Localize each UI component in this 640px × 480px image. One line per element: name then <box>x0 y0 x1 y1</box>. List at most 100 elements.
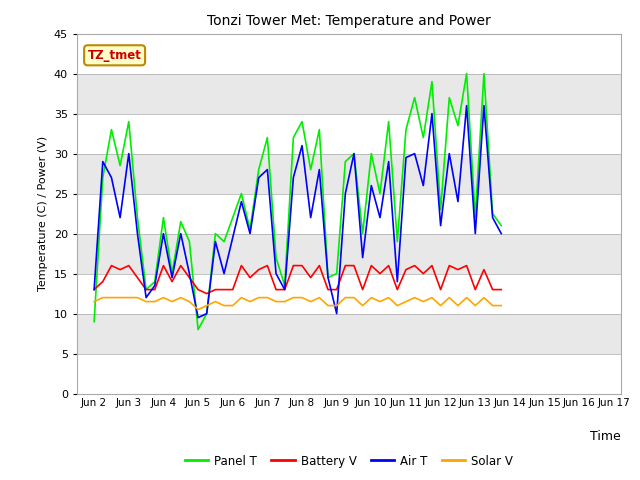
Battery V <box>411 263 419 268</box>
Battery V <box>220 287 228 292</box>
Battery V <box>298 263 306 268</box>
Battery V <box>229 287 237 292</box>
Solar V <box>229 303 237 309</box>
Solar V <box>472 303 479 309</box>
Panel T <box>350 151 358 156</box>
Air T <box>497 231 505 237</box>
Air T <box>385 159 392 165</box>
Panel T <box>472 215 479 220</box>
Solar V <box>255 295 262 300</box>
Air T <box>316 167 323 172</box>
Solar V <box>125 295 132 300</box>
Solar V <box>134 295 141 300</box>
Solar V <box>333 303 340 309</box>
Panel T <box>255 167 262 172</box>
Battery V <box>307 275 314 280</box>
Air T <box>237 199 245 204</box>
Panel T <box>134 215 141 220</box>
Panel T <box>454 123 462 129</box>
Solar V <box>316 295 323 300</box>
Panel T <box>220 239 228 244</box>
Air T <box>428 111 436 117</box>
Air T <box>402 155 410 160</box>
Panel T <box>376 191 384 196</box>
Panel T <box>229 215 237 220</box>
Battery V <box>324 287 332 292</box>
Air T <box>142 295 150 300</box>
Panel T <box>281 283 289 288</box>
Panel T <box>237 191 245 196</box>
Air T <box>177 231 184 237</box>
Battery V <box>255 267 262 273</box>
Solar V <box>142 299 150 304</box>
Battery V <box>289 263 297 268</box>
Solar V <box>168 299 176 304</box>
Battery V <box>333 287 340 292</box>
Air T <box>125 151 132 156</box>
Air T <box>350 151 358 156</box>
Solar V <box>307 299 314 304</box>
Panel T <box>316 127 323 132</box>
Panel T <box>203 311 211 316</box>
Solar V <box>272 299 280 304</box>
Solar V <box>367 295 375 300</box>
Battery V <box>212 287 220 292</box>
Solar V <box>454 303 462 309</box>
Air T <box>246 231 254 237</box>
Line: Air T: Air T <box>94 106 501 318</box>
Battery V <box>436 287 444 292</box>
Solar V <box>237 295 245 300</box>
Solar V <box>411 295 419 300</box>
Air T <box>489 215 497 220</box>
Air T <box>419 183 427 189</box>
Air T <box>212 239 220 244</box>
Panel T <box>264 135 271 141</box>
Air T <box>333 311 340 316</box>
Panel T <box>394 239 401 244</box>
Air T <box>411 151 419 156</box>
Battery V <box>90 287 98 292</box>
Line: Panel T: Panel T <box>94 73 501 330</box>
Air T <box>90 287 98 292</box>
Battery V <box>246 275 254 280</box>
Air T <box>272 271 280 276</box>
Bar <box>77 34 621 73</box>
Battery V <box>497 287 505 292</box>
Battery V <box>142 287 150 292</box>
Solar V <box>376 299 384 304</box>
Y-axis label: Temperature (C) / Power (V): Temperature (C) / Power (V) <box>38 136 48 291</box>
Air T <box>264 167 271 172</box>
Solar V <box>264 295 271 300</box>
Air T <box>394 279 401 285</box>
Air T <box>116 215 124 220</box>
Title: Tonzi Tower Met: Temperature and Power: Tonzi Tower Met: Temperature and Power <box>207 14 491 28</box>
Solar V <box>212 299 220 304</box>
Solar V <box>186 299 193 304</box>
Panel T <box>428 79 436 84</box>
Panel T <box>436 207 444 213</box>
Battery V <box>376 271 384 276</box>
Text: TZ_tmet: TZ_tmet <box>88 49 141 62</box>
Air T <box>194 315 202 321</box>
Bar <box>77 354 621 394</box>
Battery V <box>134 275 141 280</box>
Battery V <box>359 287 367 292</box>
Battery V <box>168 279 176 285</box>
Battery V <box>394 287 401 292</box>
Solar V <box>194 307 202 312</box>
Air T <box>99 159 107 165</box>
Panel T <box>419 135 427 141</box>
Panel T <box>125 119 132 124</box>
Battery V <box>350 263 358 268</box>
Battery V <box>116 267 124 273</box>
Solar V <box>350 295 358 300</box>
Panel T <box>367 151 375 156</box>
Air T <box>186 271 193 276</box>
Air T <box>229 235 237 240</box>
Panel T <box>289 135 297 141</box>
Battery V <box>402 267 410 273</box>
Battery V <box>428 263 436 268</box>
Panel T <box>151 279 159 285</box>
Air T <box>436 223 444 228</box>
Air T <box>151 283 159 288</box>
